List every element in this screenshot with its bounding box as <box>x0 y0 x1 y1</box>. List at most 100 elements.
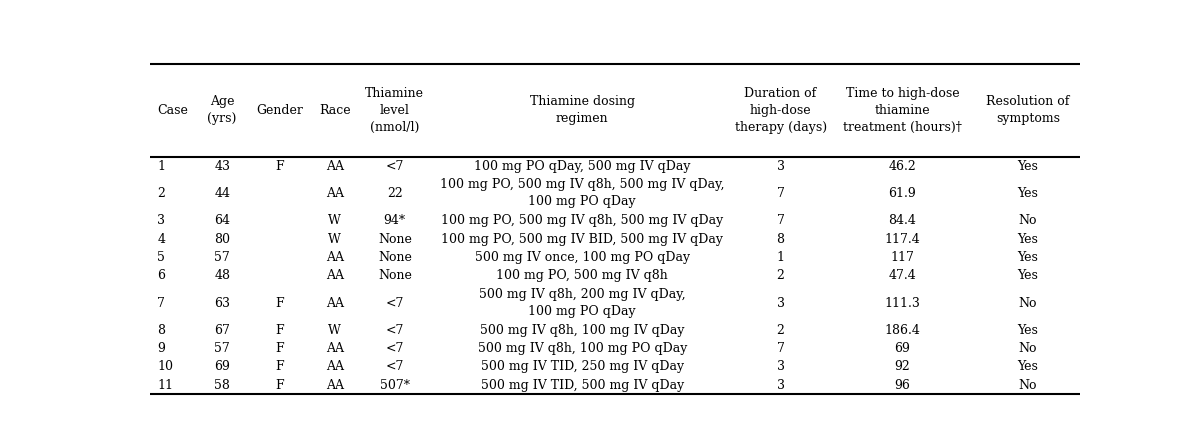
Text: <7: <7 <box>385 296 404 309</box>
Text: W: W <box>329 215 341 228</box>
Text: 11: 11 <box>157 379 174 392</box>
Text: 111.3: 111.3 <box>884 296 920 309</box>
Text: Gender: Gender <box>257 104 304 117</box>
Text: Yes: Yes <box>1018 187 1038 200</box>
Text: 7: 7 <box>776 342 785 355</box>
Text: No: No <box>1019 296 1037 309</box>
Text: 46.2: 46.2 <box>888 160 917 173</box>
Text: Thiamine dosing
regimen: Thiamine dosing regimen <box>529 95 635 126</box>
Text: Yes: Yes <box>1018 324 1038 337</box>
Text: None: None <box>378 251 412 264</box>
Text: 84.4: 84.4 <box>888 215 917 228</box>
Text: 2: 2 <box>157 187 166 200</box>
Text: 3: 3 <box>776 296 785 309</box>
Text: 64: 64 <box>214 215 230 228</box>
Text: 2: 2 <box>776 269 785 282</box>
Text: Case: Case <box>157 104 188 117</box>
Text: 500 mg IV q8h, 100 mg IV qDay: 500 mg IV q8h, 100 mg IV qDay <box>480 324 684 337</box>
Text: 69: 69 <box>214 360 230 374</box>
Text: 61.9: 61.9 <box>888 187 917 200</box>
Text: 500 mg IV TID, 500 mg IV qDay: 500 mg IV TID, 500 mg IV qDay <box>480 379 684 392</box>
Text: AA: AA <box>325 160 343 173</box>
Text: 500 mg IV q8h, 100 mg PO qDay: 500 mg IV q8h, 100 mg PO qDay <box>478 342 686 355</box>
Text: 44: 44 <box>214 187 230 200</box>
Text: Duration of
high-dose
therapy (days): Duration of high-dose therapy (days) <box>734 87 827 134</box>
Text: 3: 3 <box>776 379 785 392</box>
Text: 69: 69 <box>894 342 911 355</box>
Text: 57: 57 <box>215 342 230 355</box>
Text: 117.4: 117.4 <box>884 232 920 245</box>
Text: 8: 8 <box>776 232 785 245</box>
Text: 500 mg IV TID, 250 mg IV qDay: 500 mg IV TID, 250 mg IV qDay <box>481 360 684 374</box>
Text: 2: 2 <box>776 324 785 337</box>
Text: No: No <box>1019 215 1037 228</box>
Text: 47.4: 47.4 <box>888 269 917 282</box>
Text: AA: AA <box>325 379 343 392</box>
Text: AA: AA <box>325 187 343 200</box>
Text: 10: 10 <box>157 360 174 374</box>
Text: 43: 43 <box>214 160 230 173</box>
Text: F: F <box>276 160 284 173</box>
Text: 4: 4 <box>157 232 166 245</box>
Text: 100 mg PO, 500 mg IV q8h, 500 mg IV qDay: 100 mg PO, 500 mg IV q8h, 500 mg IV qDay <box>442 215 724 228</box>
Text: 100 mg PO, 500 mg IV q8h, 500 mg IV qDay,
100 mg PO qDay: 100 mg PO, 500 mg IV q8h, 500 mg IV qDay… <box>440 178 725 208</box>
Text: No: No <box>1019 379 1037 392</box>
Text: 67: 67 <box>214 324 230 337</box>
Text: AA: AA <box>325 251 343 264</box>
Text: 80: 80 <box>214 232 230 245</box>
Text: AA: AA <box>325 296 343 309</box>
Text: Resolution of
symptoms: Resolution of symptoms <box>986 95 1069 126</box>
Text: 96: 96 <box>894 379 911 392</box>
Text: 507*: 507* <box>379 379 409 392</box>
Text: 1: 1 <box>157 160 166 173</box>
Text: 94*: 94* <box>384 215 406 228</box>
Text: 3: 3 <box>776 160 785 173</box>
Text: 3: 3 <box>157 215 166 228</box>
Text: Yes: Yes <box>1018 360 1038 374</box>
Text: F: F <box>276 296 284 309</box>
Text: 57: 57 <box>215 251 230 264</box>
Text: 500 mg IV q8h, 200 mg IV qDay,
100 mg PO qDay: 500 mg IV q8h, 200 mg IV qDay, 100 mg PO… <box>479 288 685 318</box>
Text: F: F <box>276 360 284 374</box>
Text: 500 mg IV once, 100 mg PO qDay: 500 mg IV once, 100 mg PO qDay <box>475 251 690 264</box>
Text: 100 mg PO qDay, 500 mg IV qDay: 100 mg PO qDay, 500 mg IV qDay <box>474 160 690 173</box>
Text: <7: <7 <box>385 342 404 355</box>
Text: 117: 117 <box>890 251 914 264</box>
Text: 92: 92 <box>894 360 911 374</box>
Text: AA: AA <box>325 269 343 282</box>
Text: 22: 22 <box>386 187 403 200</box>
Text: 186.4: 186.4 <box>884 324 920 337</box>
Text: Yes: Yes <box>1018 269 1038 282</box>
Text: <7: <7 <box>385 324 404 337</box>
Text: None: None <box>378 269 412 282</box>
Text: <7: <7 <box>385 360 404 374</box>
Text: 100 mg PO, 500 mg IV q8h: 100 mg PO, 500 mg IV q8h <box>497 269 668 282</box>
Text: <7: <7 <box>385 160 404 173</box>
Text: Yes: Yes <box>1018 251 1038 264</box>
Text: Yes: Yes <box>1018 160 1038 173</box>
Text: Time to high-dose
thiamine
treatment (hours)†: Time to high-dose thiamine treatment (ho… <box>842 87 962 134</box>
Text: 63: 63 <box>214 296 230 309</box>
Text: Age
(yrs): Age (yrs) <box>208 95 236 126</box>
Text: 7: 7 <box>776 187 785 200</box>
Text: 9: 9 <box>157 342 166 355</box>
Text: AA: AA <box>325 342 343 355</box>
Text: 58: 58 <box>214 379 230 392</box>
Text: 1: 1 <box>776 251 785 264</box>
Text: 7: 7 <box>157 296 166 309</box>
Text: 8: 8 <box>157 324 166 337</box>
Text: 100 mg PO, 500 mg IV BID, 500 mg IV qDay: 100 mg PO, 500 mg IV BID, 500 mg IV qDay <box>442 232 724 245</box>
Text: Race: Race <box>319 104 350 117</box>
Text: None: None <box>378 232 412 245</box>
Text: 3: 3 <box>776 360 785 374</box>
Text: W: W <box>329 324 341 337</box>
Text: 6: 6 <box>157 269 166 282</box>
Text: 48: 48 <box>214 269 230 282</box>
Text: F: F <box>276 379 284 392</box>
Text: 5: 5 <box>157 251 166 264</box>
Text: No: No <box>1019 342 1037 355</box>
Text: AA: AA <box>325 360 343 374</box>
Text: F: F <box>276 342 284 355</box>
Text: Yes: Yes <box>1018 232 1038 245</box>
Text: Thiamine
level
(nmol/l): Thiamine level (nmol/l) <box>365 87 425 134</box>
